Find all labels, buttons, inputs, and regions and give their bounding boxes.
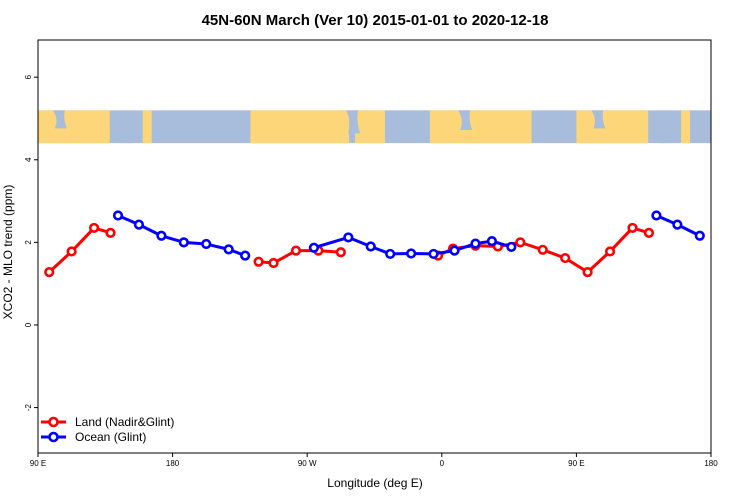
series-line: [313, 235, 512, 256]
x-tick-label: 90 W: [298, 459, 317, 468]
data-point: [223, 244, 234, 255]
map-land-region: [429, 110, 532, 144]
data-point: [290, 245, 302, 256]
map-ocean-inlet: [52, 110, 67, 129]
data-point: [240, 250, 251, 261]
data-point: [651, 210, 662, 221]
data-point: [449, 245, 460, 256]
y-tick-label: -2: [24, 403, 33, 411]
legend-item-ocean: Ocean (Glint): [41, 430, 146, 444]
series-land: [44, 222, 655, 278]
legend: Land (Nadir&Glint) Ocean (Glint): [41, 415, 174, 444]
y-tick-label: 4: [24, 157, 33, 162]
series-line: [48, 226, 111, 274]
data-point: [156, 230, 167, 241]
data-point: [506, 241, 517, 253]
data-point: [582, 267, 593, 278]
data-point: [88, 222, 100, 234]
world-map-strip: [38, 110, 711, 144]
data-point: [253, 256, 264, 267]
series-layer: [44, 210, 705, 278]
data-point: [515, 237, 526, 248]
data-point: [694, 230, 705, 241]
axes: 90 E 180 90 W 0 90 E 180 -2 0 2 4 6: [24, 74, 718, 468]
data-point: [604, 246, 616, 257]
data-point: [470, 238, 481, 249]
map-ocean-inlet: [118, 120, 133, 144]
data-point: [105, 227, 116, 238]
x-tick-label: 0: [440, 459, 445, 468]
x-tick-label: 180: [704, 459, 718, 468]
chart-title: 45N-60N March (Ver 10) 2015-01-01 to 202…: [202, 12, 549, 29]
data-point: [627, 222, 638, 234]
legend-land-marker: [48, 416, 59, 428]
x-tick-label: 90 E: [568, 459, 584, 468]
map-land-region: [38, 110, 110, 144]
data-point: [643, 227, 655, 238]
map-land-region: [681, 110, 691, 144]
x-tick-label: 90 E: [30, 459, 46, 468]
map-ocean-inlet: [390, 116, 405, 137]
y-tick-label: 0: [24, 322, 33, 327]
map-ocean-inlet: [458, 110, 473, 131]
data-point: [44, 267, 55, 278]
legend-ocean-marker: [48, 431, 59, 443]
data-point: [560, 252, 571, 264]
x-axis-label: Longitude (deg E): [327, 476, 422, 490]
map-strip-land: [38, 110, 691, 144]
data-point: [428, 248, 439, 260]
series-ocean: [112, 210, 705, 261]
map-land-region: [250, 110, 350, 144]
legend-ocean-label: Ocean (Glint): [75, 430, 146, 444]
data-point: [335, 247, 346, 258]
data-point: [133, 219, 145, 230]
y-axis-label: XCO2 - MLO trend (ppm): [1, 185, 15, 320]
x-tick-label: 180: [166, 459, 180, 468]
data-point: [486, 236, 498, 247]
data-point: [343, 232, 354, 243]
map-land-region: [576, 110, 649, 144]
data-point: [385, 248, 396, 260]
map-land-region: [142, 110, 152, 144]
map-ocean-inlet: [591, 110, 606, 129]
plot-frame: [37, 39, 712, 454]
map-land-region: [355, 110, 385, 144]
data-point: [672, 219, 683, 230]
data-point: [201, 238, 212, 250]
legend-land-label: Land (Nadir&Glint): [75, 415, 174, 429]
data-point: [537, 244, 548, 255]
map-ocean-inlet: [657, 120, 672, 144]
data-point: [308, 242, 320, 253]
y-tick-label: 2: [24, 240, 33, 245]
y-tick-label: 6: [24, 74, 33, 79]
map-ocean-inlet: [346, 110, 361, 134]
data-point: [66, 246, 77, 257]
data-point: [112, 210, 124, 221]
data-point: [365, 241, 376, 252]
data-point: [406, 248, 417, 259]
data-point: [268, 257, 279, 269]
data-point: [178, 237, 189, 248]
legend-item-land: Land (Nadir&Glint): [41, 415, 174, 429]
